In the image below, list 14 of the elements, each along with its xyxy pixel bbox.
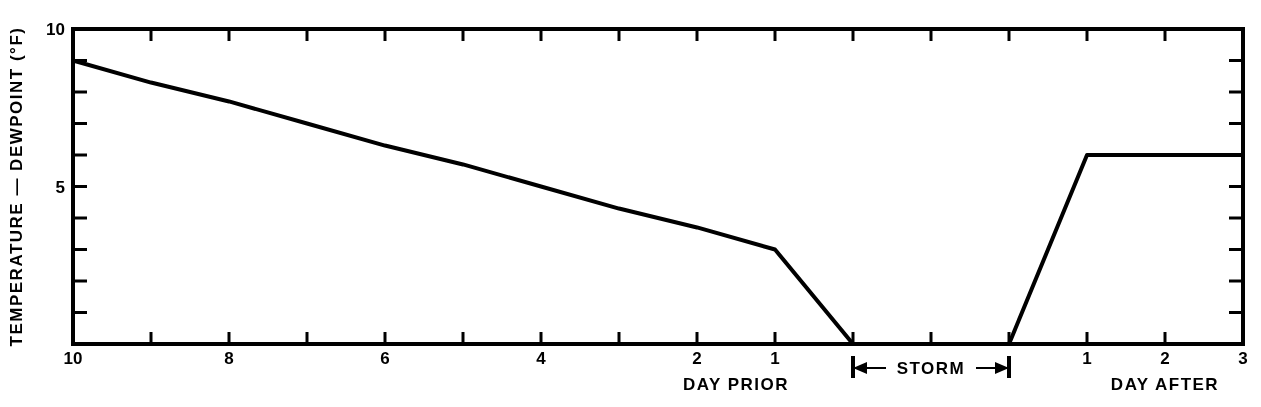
x-tick-label: 10 [63, 349, 83, 368]
x-tick-label: 2 [1160, 349, 1170, 368]
y-axis-title: TEMPERATURE — DEWPOINT (°F) [7, 26, 27, 347]
y-tick-label: 5 [55, 177, 65, 197]
x-tick-label: 1 [1082, 349, 1092, 368]
text: DAY AFTER [1110, 375, 1220, 394]
x-tick-label: 1 [770, 349, 780, 368]
x-tick-label: 3 [1238, 349, 1248, 368]
x-tick-label: 4 [536, 349, 547, 368]
text: DAY PRIOR [682, 375, 790, 394]
text: STORM [896, 359, 966, 378]
x-tick-label: 6 [380, 349, 390, 368]
x-tick-label: 2 [692, 349, 702, 368]
x-tick-label: 8 [224, 349, 234, 368]
